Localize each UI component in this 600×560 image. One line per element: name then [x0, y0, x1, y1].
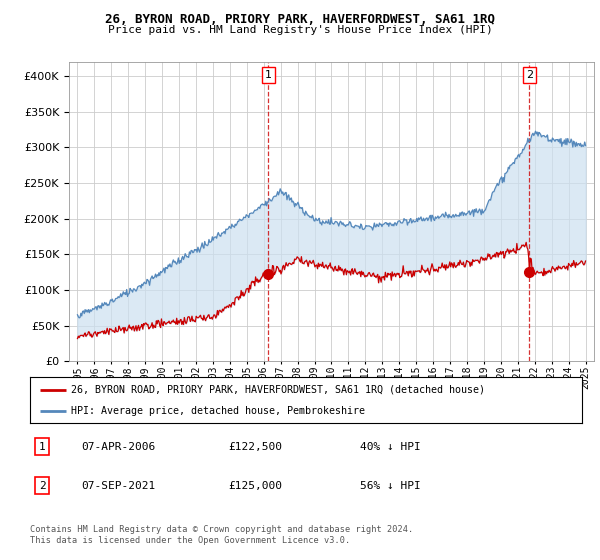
- Text: HPI: Average price, detached house, Pembrokeshire: HPI: Average price, detached house, Pemb…: [71, 407, 365, 416]
- Text: £122,500: £122,500: [228, 442, 282, 451]
- Text: Contains HM Land Registry data © Crown copyright and database right 2024.
This d: Contains HM Land Registry data © Crown c…: [30, 525, 413, 545]
- Text: 56% ↓ HPI: 56% ↓ HPI: [360, 481, 421, 491]
- Text: 2: 2: [526, 70, 533, 80]
- Text: 40% ↓ HPI: 40% ↓ HPI: [360, 442, 421, 451]
- Text: 1: 1: [38, 442, 46, 451]
- Text: 2: 2: [38, 481, 46, 491]
- Text: 07-APR-2006: 07-APR-2006: [81, 442, 155, 451]
- Text: 1: 1: [265, 70, 272, 80]
- Text: £125,000: £125,000: [228, 481, 282, 491]
- Text: Price paid vs. HM Land Registry's House Price Index (HPI): Price paid vs. HM Land Registry's House …: [107, 25, 493, 35]
- Text: 07-SEP-2021: 07-SEP-2021: [81, 481, 155, 491]
- Text: 26, BYRON ROAD, PRIORY PARK, HAVERFORDWEST, SA61 1RQ (detached house): 26, BYRON ROAD, PRIORY PARK, HAVERFORDWE…: [71, 385, 485, 395]
- Text: 26, BYRON ROAD, PRIORY PARK, HAVERFORDWEST, SA61 1RQ: 26, BYRON ROAD, PRIORY PARK, HAVERFORDWE…: [105, 13, 495, 26]
